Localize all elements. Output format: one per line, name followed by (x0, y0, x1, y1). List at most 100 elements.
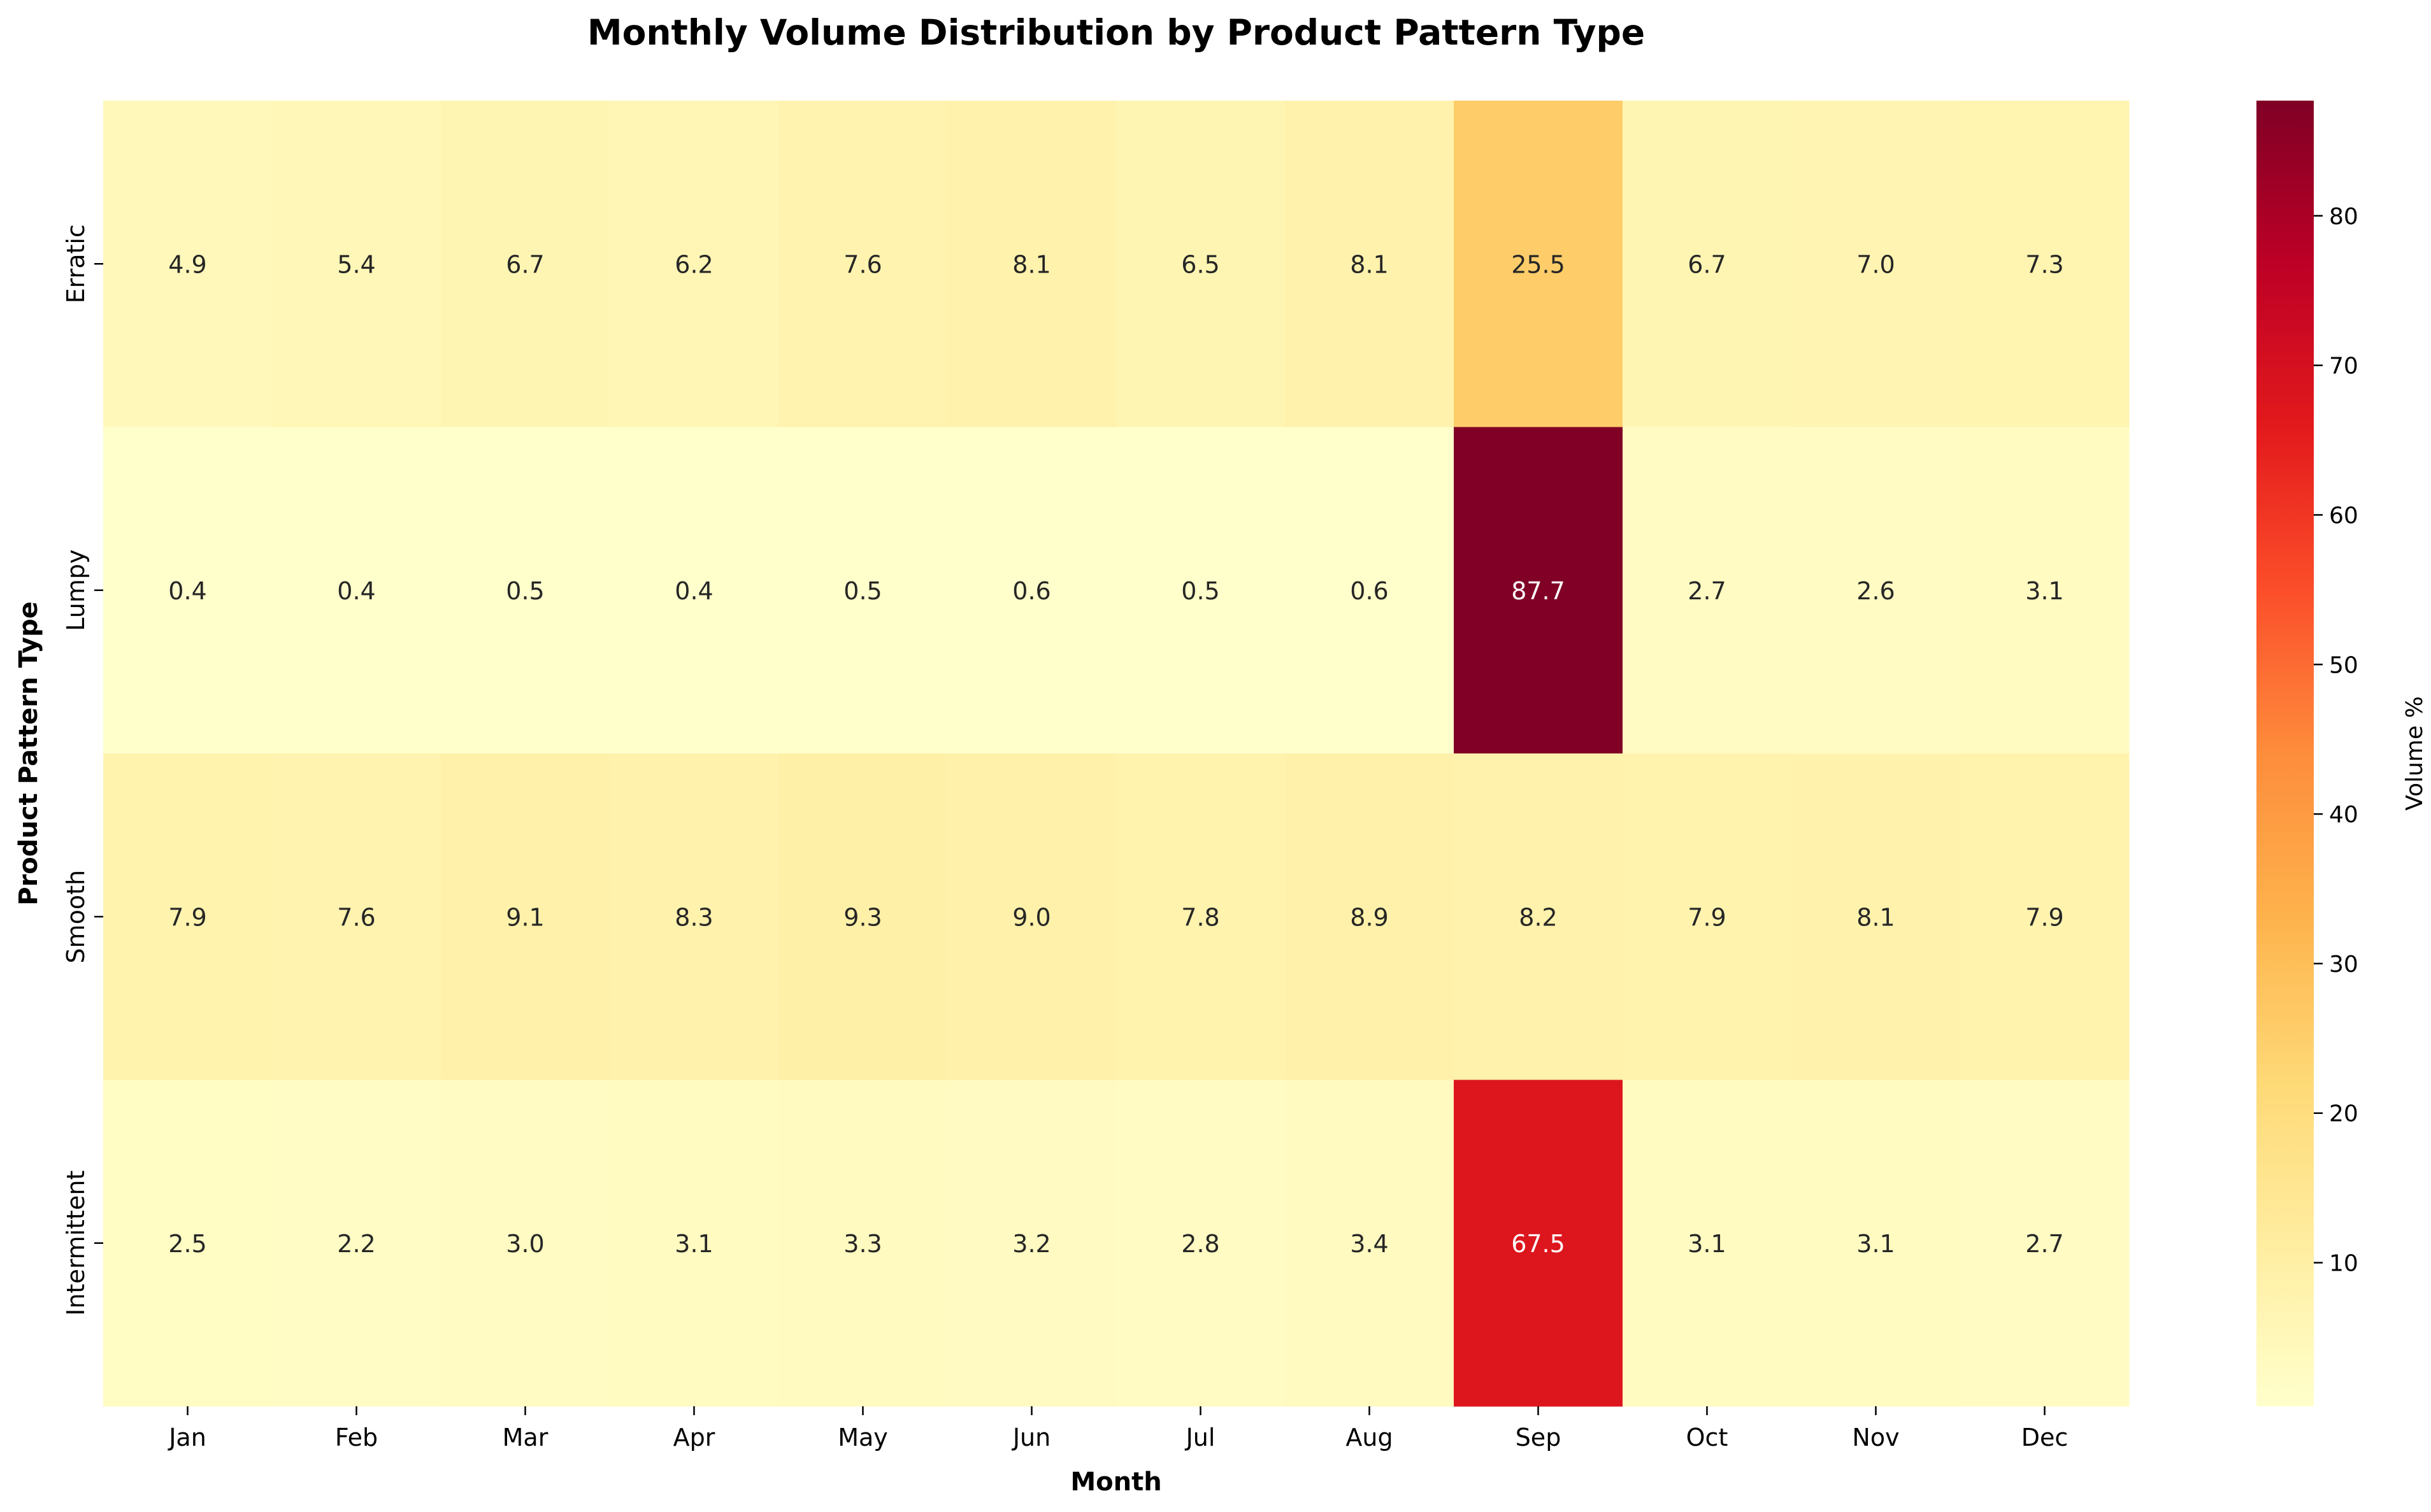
x-tick-label: Sep (1516, 1423, 1561, 1451)
y-axis: Erratic Lumpy Smooth Intermittent (62, 224, 103, 1316)
colorbar-title: Volume % (2402, 696, 2428, 811)
heatmap-value-label: 67.5 (1511, 1230, 1565, 1258)
heatmap-value-label: 87.7 (1511, 577, 1565, 605)
heatmap-cell (778, 753, 948, 1080)
heatmap-cell (1791, 101, 1961, 427)
heatmap-cell (1791, 1080, 1961, 1407)
heatmap-value-label: 3.2 (1012, 1230, 1051, 1258)
chart-title: Monthly Volume Distribution by Product P… (587, 12, 1645, 53)
heatmap-cell (272, 101, 441, 427)
x-tick-label: Jan (168, 1423, 206, 1451)
x-tick-label: Jun (1012, 1423, 1051, 1451)
heatmap-value-label: 25.5 (1511, 250, 1565, 278)
y-tick-label: Intermittent (62, 1171, 90, 1316)
colorbar-tick-label: 50 (2329, 652, 2358, 678)
heatmap-value-label: 0.5 (506, 577, 544, 605)
heatmap-value-label: 2.8 (1181, 1230, 1219, 1258)
heatmap-value-label: 0.6 (1350, 577, 1388, 605)
heatmap-cell (1285, 753, 1454, 1080)
heatmap-value-labels: 4.9 5.4 6.7 6.2 7.6 8.1 6.5 8.1 25.5 6.7 7.0 7.3 0.4… (168, 250, 2063, 1258)
y-axis-title: Product Pattern Type (14, 601, 43, 906)
heatmap-value-label: 8.1 (1350, 250, 1388, 278)
heatmap-cell (1285, 427, 1454, 754)
heatmap-value-label: 0.4 (675, 577, 713, 605)
x-tick-label: Aug (1345, 1423, 1393, 1451)
heatmap-value-label: 6.5 (1181, 250, 1219, 278)
heatmap-value-label: 8.9 (1350, 903, 1388, 931)
heatmap-cell (1454, 427, 1623, 754)
heatmap-cell (103, 1080, 273, 1407)
heatmap-cell (1454, 753, 1623, 1080)
heatmap-value-label: 0.6 (1012, 577, 1051, 605)
x-tick-label: Dec (2021, 1423, 2069, 1451)
colorbar-tick-label: 70 (2329, 353, 2358, 380)
heatmap-value-label: 3.1 (1856, 1230, 1895, 1258)
heatmap-cell (947, 427, 1117, 754)
x-tick-label: Oct (1686, 1423, 1728, 1451)
heatmap-value-label: 7.8 (1181, 903, 1219, 931)
y-tick-label: Lumpy (62, 550, 90, 631)
heatmap-cell (272, 1080, 441, 1407)
heatmap-cell (610, 753, 779, 1080)
heatmap-cell (1960, 427, 2130, 754)
heatmap-cell (103, 101, 273, 427)
x-tick-label: May (838, 1423, 888, 1451)
heatmap-cell (1116, 101, 1286, 427)
x-tick-label: Mar (503, 1423, 549, 1451)
heatmap-cell (778, 427, 948, 754)
heatmap-cell (610, 427, 779, 754)
heatmap-value-label: 3.0 (506, 1230, 544, 1258)
colorbar-tick-label: 10 (2329, 1251, 2358, 1277)
colorbar-tick-label: 60 (2329, 503, 2358, 529)
heatmap-cell (441, 1080, 610, 1407)
heatmap-cell (441, 427, 610, 754)
heatmap-value-label: 7.0 (1856, 250, 1895, 278)
heatmap-value-label: 8.1 (1012, 250, 1051, 278)
heatmap-cell (103, 427, 273, 754)
heatmap-value-label: 2.2 (337, 1230, 375, 1258)
heatmap-value-label: 7.6 (843, 250, 882, 278)
heatmap-value-label: 6.7 (506, 250, 544, 278)
x-axis: Jan Feb Mar Apr May Jun Jul Aug Sep Oct Nov Dec (168, 1406, 2068, 1451)
heatmap-cell (1960, 753, 2130, 1080)
heatmap-value-label: 7.9 (2025, 903, 2063, 931)
heatmap-value-label: 0.5 (1181, 577, 1219, 605)
heatmap-cell (1791, 427, 1961, 754)
heatmap-value-label: 3.3 (843, 1230, 882, 1258)
heatmap-cell (441, 753, 610, 1080)
heatmap-cell (1116, 1080, 1286, 1407)
colorbar-gradient (2256, 101, 2314, 1406)
heatmap-value-label: 2.6 (1856, 577, 1895, 605)
heatmap-value-label: 7.9 (1688, 903, 1726, 931)
heatmap-value-label: 0.4 (337, 577, 375, 605)
heatmap-cell (441, 101, 610, 427)
colorbar-tick-label: 80 (2329, 204, 2358, 230)
heatmap-value-label: 3.1 (2025, 577, 2063, 605)
heatmap-value-label: 0.5 (843, 577, 882, 605)
heatmap-value-label: 6.2 (675, 250, 713, 278)
heatmap-value-label: 2.7 (2025, 1230, 2063, 1258)
heatmap-value-label: 6.7 (1688, 250, 1726, 278)
heatmap-value-label: 8.2 (1519, 903, 1557, 931)
heatmap-cell (1454, 1080, 1623, 1407)
heatmap-value-label: 4.9 (168, 250, 206, 278)
colorbar-tick-label: 30 (2329, 952, 2358, 978)
heatmap-value-label: 3.1 (675, 1230, 713, 1258)
heatmap-cell (1285, 1080, 1454, 1407)
heatmap-cell (272, 427, 441, 754)
x-axis-title: Month (1070, 1467, 1161, 1497)
colorbar-tick-label: 40 (2329, 802, 2358, 828)
x-tick-label: Apr (673, 1423, 715, 1451)
heatmap-value-label: 2.7 (1688, 577, 1726, 605)
heatmap-cell (1623, 101, 1792, 427)
colorbar-tick-label: 20 (2329, 1101, 2358, 1127)
heatmap-cell (1960, 1080, 2130, 1407)
heatmap-value-label: 7.3 (2025, 250, 2063, 278)
heatmap-cell (1791, 753, 1961, 1080)
heatmap-value-label: 9.1 (506, 903, 544, 931)
heatmap-cell (947, 1080, 1117, 1407)
heatmap-cell (1285, 101, 1454, 427)
x-tick-label: Nov (1852, 1423, 1899, 1451)
